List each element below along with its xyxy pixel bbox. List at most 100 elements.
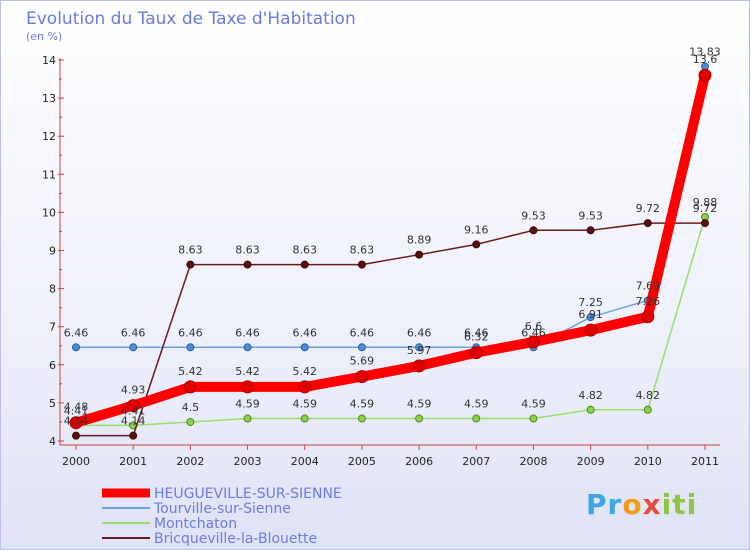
data-label: 4.14 — [121, 415, 146, 428]
proxiti-logo: Proxiti — [586, 488, 697, 521]
y-tick-label: 14 — [42, 54, 56, 67]
series-labels-0: 4.484.935.42 5.42 5.425.695.976.326.66.917… — [64, 53, 718, 413]
data-label: 4.93 — [121, 384, 146, 397]
data-point — [584, 323, 598, 337]
data-point — [701, 219, 709, 228]
data-label: 6.46 — [292, 326, 317, 339]
data-label: 9.53 — [578, 209, 603, 222]
data-label: 6.46 — [178, 326, 203, 339]
x-tick-label: 2002 — [176, 455, 204, 468]
x-tick-label: 2009 — [577, 455, 605, 468]
data-point — [241, 380, 255, 394]
data-label: 9.16 — [464, 223, 489, 236]
data-point — [643, 219, 652, 228]
data-point — [129, 343, 138, 352]
series-layer: 4.41 4.41 4.5 4.59 4.59 4.59 4.59 4.59 4.594.82 4… — [64, 45, 721, 440]
data-point — [412, 359, 426, 373]
x-tick-label: 2008 — [519, 455, 547, 468]
data-label: 7.25 — [578, 296, 603, 309]
series-labels-3: 4.14 4.14 8.63 8.63 8.63 8.63 8.89 9.16 9.53 9.53… — [64, 202, 718, 428]
y-tick-label: 4 — [49, 435, 56, 448]
data-point — [243, 414, 252, 423]
x-tick-label: 2001 — [119, 455, 147, 468]
data-point — [643, 405, 652, 414]
data-point — [69, 416, 83, 430]
data-point — [415, 250, 424, 259]
y-tick-label: 13 — [42, 92, 56, 105]
data-label: 8.63 — [292, 244, 317, 257]
data-label: 6.46 — [521, 326, 546, 339]
data-point — [183, 380, 197, 394]
y-tick-label: 7 — [49, 321, 56, 334]
data-point — [529, 414, 538, 423]
series-labels-1: 6.46 6.46 6.46 6.46 6.46 6.46 6.46 6.46 6.46 7.25… — [64, 45, 721, 339]
data-label: 8.63 — [350, 244, 375, 257]
data-label: 7.26 — [636, 295, 661, 308]
data-point — [472, 414, 481, 423]
data-point — [586, 405, 595, 414]
chart-subtitle: (en %) — [26, 30, 62, 43]
data-label: 5.42 — [235, 365, 260, 378]
data-label: 8.89 — [407, 234, 432, 247]
y-tick-label: 8 — [49, 283, 56, 296]
data-label: 13.6 — [693, 53, 718, 66]
data-point — [357, 343, 366, 352]
y-tick-label: 10 — [42, 206, 56, 219]
data-label: 4.41 — [121, 404, 146, 417]
data-point — [472, 240, 481, 249]
data-point — [641, 310, 655, 324]
legend-label: Montchaton — [154, 516, 237, 532]
series-labels-2: 4.41 4.41 4.5 4.59 4.59 4.59 4.59 4.59 4.59 4.82 4… — [64, 196, 718, 417]
logo-part-2: o — [622, 488, 643, 521]
y-tick-label: 9 — [49, 245, 56, 258]
data-label: 6.46 — [235, 326, 260, 339]
legend-label: HEUGUEVILLE-SUR-SIENNE — [154, 486, 342, 502]
legend: HEUGUEVILLE-SUR-SIENNETourville-sur-Sien… — [102, 486, 342, 547]
data-label: 4.59 — [350, 398, 375, 411]
data-label: 4.59 — [292, 398, 317, 411]
data-label: 8.63 — [178, 244, 203, 257]
data-point — [526, 335, 540, 349]
data-label: 6.6 — [525, 320, 543, 333]
data-point — [469, 346, 483, 360]
data-label: 4.41 — [64, 404, 89, 417]
data-label: 4.59 — [407, 398, 432, 411]
data-label: 6.46 — [464, 326, 489, 339]
data-point — [415, 343, 424, 352]
data-label: 5.97 — [407, 344, 432, 357]
series-2 — [72, 212, 709, 430]
data-label: 5.42 — [178, 365, 203, 378]
data-label: 7.69 — [636, 279, 661, 292]
chart-title: Evolution du Taux de Taxe d'Habitation — [26, 9, 356, 29]
data-label: 5.42 — [292, 365, 317, 378]
x-tick-label: 2010 — [634, 455, 662, 468]
series-3 — [72, 219, 709, 440]
data-label: 4.14 — [64, 415, 89, 428]
data-point — [300, 414, 309, 423]
data-label: 4.48 — [64, 401, 89, 414]
x-tick-label: 2007 — [462, 455, 490, 468]
data-point — [126, 399, 140, 413]
data-point — [357, 260, 366, 269]
data-point — [298, 380, 312, 394]
data-point — [186, 260, 195, 269]
data-label: 9.53 — [521, 209, 546, 222]
data-label: 6.46 — [64, 326, 89, 339]
legend-label: Tourville-sur-Sienne — [153, 501, 291, 517]
axes: 4 5 6 7 8 9 10 11 12 13 14 2000 2001 2002 2003 2004 2005… — [42, 54, 720, 468]
data-point — [243, 343, 252, 352]
data-label: 6.46 — [407, 326, 432, 339]
logo-part-4: iti — [661, 488, 698, 521]
data-label: 4.59 — [235, 398, 260, 411]
data-label: 5.69 — [350, 355, 375, 368]
y-tick-label: 6 — [49, 359, 56, 372]
x-tick-label: 2006 — [405, 455, 433, 468]
x-tick-label: 2004 — [291, 455, 319, 468]
data-label: 4.5 — [182, 401, 200, 414]
y-tick-label: 11 — [42, 168, 56, 181]
data-point — [415, 414, 424, 423]
data-point — [357, 414, 366, 423]
data-label: 9.88 — [693, 196, 718, 209]
data-label: 4.59 — [464, 398, 489, 411]
